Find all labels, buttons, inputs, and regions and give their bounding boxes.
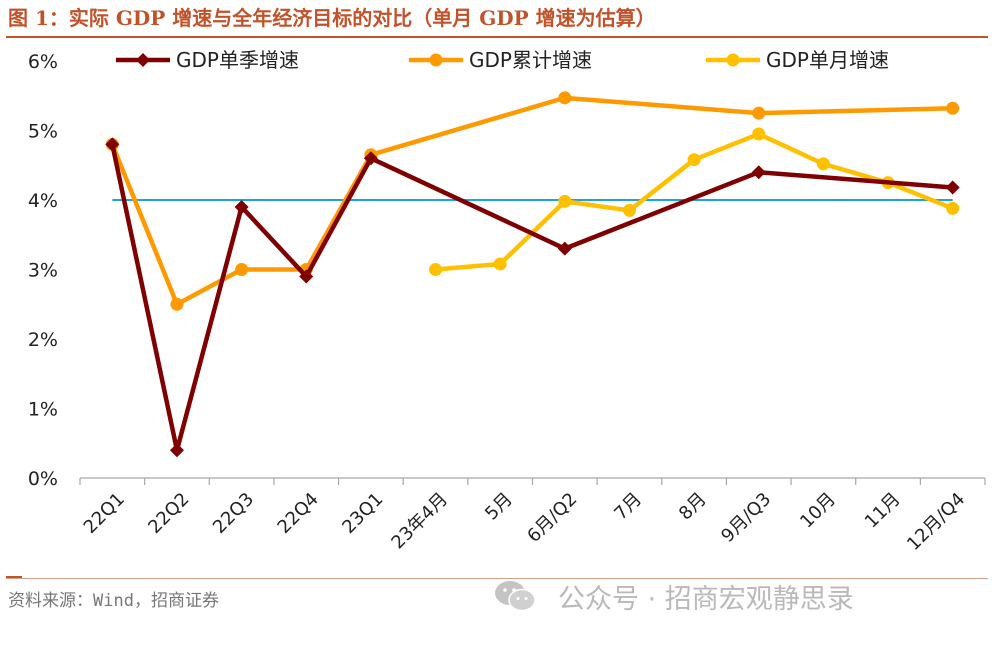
monthly-growth-point xyxy=(493,257,507,271)
x-tick-label: 22Q2 xyxy=(144,489,193,538)
title-divider xyxy=(6,36,988,38)
x-tick-label: 22Q3 xyxy=(209,489,258,538)
wechat-icon xyxy=(495,581,536,612)
legend-swatch-marker xyxy=(726,53,740,67)
quarterly-growth-point xyxy=(363,151,378,166)
y-tick-label: 5% xyxy=(28,121,58,143)
legend-item-monthly-growth: GDP单月增速 xyxy=(706,48,889,72)
monthly-growth-point xyxy=(558,194,572,208)
legend-swatch-marker xyxy=(429,53,443,67)
quarterly-growth-point xyxy=(234,199,249,214)
cumulative-growth-point xyxy=(946,101,960,115)
quarterly-growth-point xyxy=(105,137,120,152)
monthly-growth-point xyxy=(429,263,443,276)
cumulative-growth-point xyxy=(235,263,249,276)
source-divider xyxy=(6,578,988,579)
x-tick-label: 6月/Q2 xyxy=(523,489,581,547)
y-tick-label: 1% xyxy=(28,399,58,421)
legend-label: GDP单月增速 xyxy=(766,48,889,72)
quarterly-growth-point xyxy=(945,180,960,195)
cumulative-growth-line xyxy=(110,95,955,307)
quarterly-growth-series xyxy=(105,137,960,458)
cumulative-growth-point xyxy=(558,91,572,105)
monthly-growth-point xyxy=(946,201,960,215)
cumulative-growth-series xyxy=(105,91,960,311)
y-tick-label: 3% xyxy=(28,260,58,282)
quarterly-growth-point xyxy=(751,165,766,180)
y-tick-label: 0% xyxy=(28,468,58,490)
monthly-growth-point xyxy=(816,157,830,171)
quarterly-growth-point xyxy=(557,241,572,256)
monthly-growth-series xyxy=(429,127,960,276)
legend-item-quarterly-growth: GDP单季增速 xyxy=(116,48,299,72)
quarterly-growth-point xyxy=(169,443,184,458)
x-tick-label: 9月/Q3 xyxy=(717,489,775,547)
chart-legend: GDP单季增速 GDP累计增速 GDP单月增速 xyxy=(116,48,889,72)
source-note: 资料来源：Wind，招商证券 xyxy=(8,591,219,611)
watermark: 公众号 · 招商宏观静思录 xyxy=(494,574,854,618)
y-tick-label: 2% xyxy=(28,329,58,351)
quarterly-growth-point xyxy=(299,269,314,284)
x-tick-label: 12月/Q4 xyxy=(903,489,969,555)
series-layer xyxy=(105,91,960,458)
x-tick-label: 11月 xyxy=(861,489,905,533)
x-tick-label: 23Q1 xyxy=(338,489,387,538)
watermark-text: 公众号 · 招商宏观静思录 xyxy=(558,583,854,615)
chart: 0% 1% 2% 3% 4% 5% 6% 22Q1 22Q2 22Q3 22Q4 23Q1 23年4月 5… xyxy=(28,48,986,555)
monthly-growth-point xyxy=(752,127,766,141)
cumulative-growth-point xyxy=(170,297,184,311)
x-tick-label: 10月 xyxy=(796,489,840,533)
x-tick-label: 8月 xyxy=(675,489,711,525)
cumulative-growth-point xyxy=(752,106,766,120)
quarterly-growth-line xyxy=(110,142,955,453)
legend-label: GDP累计增速 xyxy=(469,48,592,72)
x-tick-label: 22Q4 xyxy=(274,489,323,538)
x-tick-label: 22Q1 xyxy=(80,489,129,538)
legend-swatch-marker xyxy=(136,53,150,67)
source-divider-mark xyxy=(6,576,22,578)
x-tick-label: 7月 xyxy=(610,489,646,525)
monthly-growth-point xyxy=(687,153,701,167)
legend-label: GDP单季增速 xyxy=(176,48,299,72)
y-tick-label: 4% xyxy=(28,190,58,212)
y-tick-label: 6% xyxy=(28,51,58,73)
legend-item-cumulative-growth: GDP累计增速 xyxy=(409,48,592,72)
x-tick-label: 23年4月 xyxy=(387,489,452,554)
x-tick-label: 5月 xyxy=(481,489,517,525)
figure-title: 图 1：实际 GDP 增速与全年经济目标的对比（单月 GDP 增速为估算） xyxy=(8,6,656,30)
monthly-growth-point xyxy=(622,203,636,217)
